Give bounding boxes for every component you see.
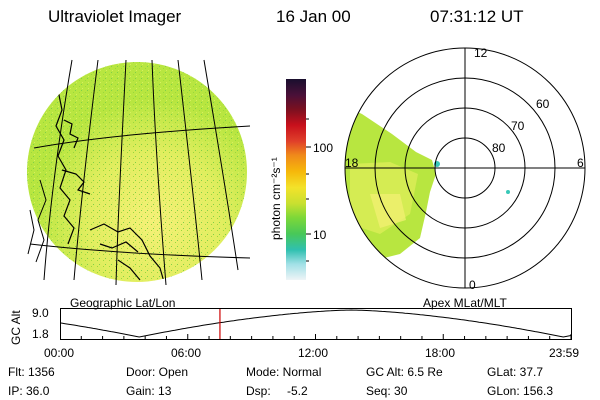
geographic-image xyxy=(27,59,251,286)
coastline xyxy=(55,89,165,282)
colorbar-tick-100: 100 xyxy=(313,141,334,155)
info-ip: IP: 36.0 xyxy=(8,384,50,398)
colorbar-gradient xyxy=(286,79,306,280)
mlt-18-label: 18 xyxy=(345,156,359,170)
altitude-xticks xyxy=(60,334,572,339)
date-label: 16 Jan 00 xyxy=(276,7,351,26)
mlt-6-label: 6 xyxy=(577,156,584,170)
info-gain: Gain: 13 xyxy=(126,384,172,398)
info-glat: GLat: 37.7 xyxy=(487,365,544,379)
altitude-ytick-bottom: 1.8 xyxy=(32,327,49,341)
info-mode: Mode: Normal xyxy=(246,365,322,379)
polar-grid xyxy=(344,47,586,289)
info-seq: Seq: 30 xyxy=(366,384,408,398)
altitude-plot xyxy=(60,308,572,340)
altitude-ytick-top: 9.0 xyxy=(32,306,49,320)
emission-spot xyxy=(506,190,510,194)
latitude-lines xyxy=(29,125,251,259)
colorbar-tick-10: 10 xyxy=(313,228,327,242)
polar-plot xyxy=(344,47,586,289)
colorbar-unit-label: photon cm⁻²s⁻¹ xyxy=(269,157,283,240)
mlt-12-label: 12 xyxy=(474,46,488,60)
altitude-ylabel: GC Alt xyxy=(9,310,23,345)
colorbar xyxy=(286,79,306,280)
info-flt: Flt: 1356 xyxy=(8,365,55,379)
longitude-lines xyxy=(43,59,239,286)
info-door: Door: Open xyxy=(126,365,189,379)
xtick-1: 06:00 xyxy=(171,346,202,360)
info-dsp-label: Dsp: xyxy=(246,384,271,398)
mlt-0-label: 0 xyxy=(469,278,476,292)
xtick-4: 23:59 xyxy=(549,346,580,360)
info-gc-alt: GC Alt: 6.5 Re xyxy=(366,365,443,379)
geographic-caption: Geographic Lat/Lon xyxy=(70,296,176,310)
xtick-0: 00:00 xyxy=(44,346,75,360)
polar-emission xyxy=(345,104,436,264)
coastline-outer xyxy=(27,179,47,263)
lat-60-label: 60 xyxy=(536,97,550,111)
colorbar-axis xyxy=(306,118,311,262)
instrument-title: Ultraviolet Imager xyxy=(48,7,182,26)
lat-80-label: 80 xyxy=(492,141,506,155)
polar-caption: Apex MLat/MLT xyxy=(423,296,507,310)
emission-disk xyxy=(27,62,247,282)
info-dsp-value: -5.2 xyxy=(287,384,308,398)
xtick-3: 18:00 xyxy=(425,346,456,360)
xtick-2: 12:00 xyxy=(298,346,329,360)
info-glon: GLon: 156.3 xyxy=(487,384,554,398)
altitude-frame xyxy=(60,308,572,340)
lat-70-label: 70 xyxy=(511,119,525,133)
time-label: 07:31:12 UT xyxy=(430,7,524,26)
altitude-trace xyxy=(60,309,572,338)
